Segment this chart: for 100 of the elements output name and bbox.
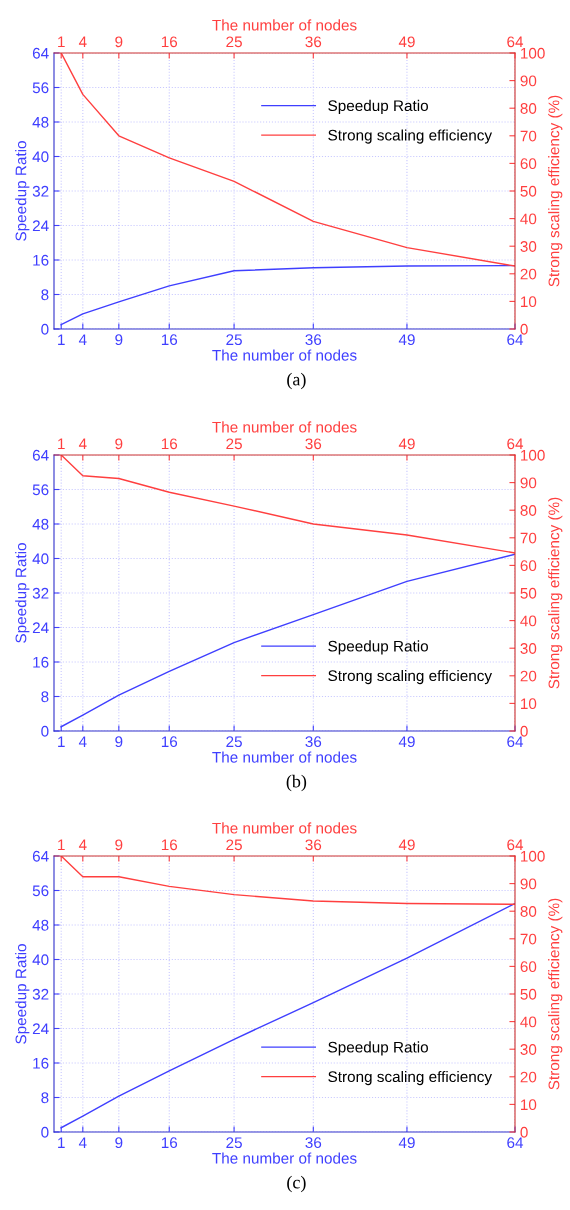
y2-tick-label: 0 xyxy=(520,1126,528,1138)
y2-tick-label: 20 xyxy=(520,670,537,682)
y2-tick-label: 60 xyxy=(520,560,537,572)
y2-tick-label: 100 xyxy=(521,47,545,59)
y2-tick-label: 30 xyxy=(520,241,537,252)
y2-tick-label: 90 xyxy=(520,878,537,890)
y-tick-label: 40 xyxy=(32,553,49,565)
x-tick-label: 16 xyxy=(161,334,178,346)
x2-tick-label: 64 xyxy=(507,839,524,851)
y2-tick-label: 10 xyxy=(521,296,537,308)
legend-label: Strong scaling efficiency xyxy=(328,1070,493,1086)
y-tick-label: 32 xyxy=(32,988,49,1000)
x-tick-label: 16 xyxy=(161,1137,178,1149)
x2-tick-label: 16 xyxy=(161,839,178,851)
x-tick-label: 64 xyxy=(507,736,524,748)
legend-label: Speedup Ratio xyxy=(328,99,428,115)
y-tick-label: 64 xyxy=(32,47,49,59)
y2-tick-label: 90 xyxy=(520,75,537,87)
y2-tick-label: 80 xyxy=(520,103,537,114)
x-tick-label: 25 xyxy=(226,736,242,748)
y-tick-label: 24 xyxy=(32,622,49,634)
y2-tick-label: 20 xyxy=(520,1071,537,1083)
x2-tick-label: 49 xyxy=(398,438,415,450)
y-tick-label: 0 xyxy=(41,1126,49,1138)
y-tick-label: 48 xyxy=(32,919,49,931)
x2-tick-label: 9 xyxy=(115,839,123,851)
x-tick-label: 4 xyxy=(78,736,87,747)
y-tick-label: 64 xyxy=(32,449,49,461)
text: (c) xyxy=(287,1175,306,1193)
y2-tick-label: 40 xyxy=(520,615,537,627)
x-tick-label: 36 xyxy=(305,736,322,748)
y2-tick-label: 80 xyxy=(520,505,537,516)
y-tick-label: 48 xyxy=(32,116,49,128)
x-tick-label: 1 xyxy=(58,334,65,345)
y-tick-label: 8 xyxy=(41,691,49,703)
x2-tick-label: 16 xyxy=(161,36,178,48)
y-tick-label: 56 xyxy=(32,82,49,94)
x-tick-label: 36 xyxy=(305,334,322,346)
x-tick-label: 4 xyxy=(78,1137,87,1148)
x2-tick-label: 1 xyxy=(58,438,65,450)
legend-label: Speedup Ratio xyxy=(328,640,428,655)
y-tick-label: 40 xyxy=(32,151,49,163)
y2-tick-label: 40 xyxy=(520,213,537,225)
y-tick-label: 0 xyxy=(41,725,49,737)
legend-label: Speedup Ratio xyxy=(328,1041,428,1056)
x-tick-label: 4 xyxy=(78,334,87,345)
y2-tick-label: 60 xyxy=(520,158,537,170)
x-tick-label: 25 xyxy=(226,1137,242,1149)
y2-tick-label: 30 xyxy=(520,643,537,654)
x2-tick-label: 49 xyxy=(398,839,415,851)
y2-tick-label: 20 xyxy=(520,268,537,280)
y-tick-label: 8 xyxy=(41,289,49,301)
x-tick-label: 64 xyxy=(507,334,524,346)
x-tick-label: 16 xyxy=(161,736,178,748)
y-tick-label: 24 xyxy=(32,1023,49,1035)
x-tick-label: 49 xyxy=(398,736,415,748)
y-tick-label: 32 xyxy=(32,587,49,599)
legend-label: Strong scaling efficiency xyxy=(328,669,493,685)
y-tick-label: 0 xyxy=(41,323,49,335)
x2-tick-label: 4 xyxy=(78,839,87,851)
y2-tick-label: 70 xyxy=(520,532,537,544)
y-axis-title: Speedup Ratio xyxy=(15,141,30,241)
x-tick-label: 49 xyxy=(398,334,415,346)
y2-tick-label: 50 xyxy=(520,587,537,599)
x2-axis-title: The number of nodes xyxy=(212,19,357,31)
y-tick-label: 64 xyxy=(32,850,49,862)
x2-tick-label: 9 xyxy=(115,36,123,48)
x2-axis-title: The number of nodes xyxy=(212,421,357,433)
x-tick-label: 36 xyxy=(305,1137,322,1149)
y2-tick-label: 40 xyxy=(520,1016,537,1028)
x2-tick-label: 36 xyxy=(305,36,322,48)
x2-tick-label: 64 xyxy=(507,438,524,450)
x-axis-title: The number of nodes xyxy=(212,751,357,763)
x2-tick-label: 1 xyxy=(58,839,65,851)
y-tick-label: 24 xyxy=(32,220,49,232)
y-tick-label: 40 xyxy=(32,954,49,966)
x2-tick-label: 36 xyxy=(305,839,322,851)
y-tick-label: 48 xyxy=(32,518,49,530)
y2-tick-label: 50 xyxy=(520,185,537,197)
x2-tick-label: 4 xyxy=(78,36,87,48)
y-tick-label: 16 xyxy=(33,656,49,668)
x2-tick-label: 36 xyxy=(305,438,322,450)
y2-tick-label: 60 xyxy=(520,961,537,973)
x2-tick-label: 1 xyxy=(58,36,65,48)
x-tick-label: 9 xyxy=(115,1137,123,1149)
y2-tick-label: 70 xyxy=(520,933,537,945)
y2-tick-label: 10 xyxy=(521,698,537,710)
x-tick-label: 49 xyxy=(398,1137,415,1149)
y-tick-label: 16 xyxy=(33,254,49,266)
x-tick-label: 25 xyxy=(226,334,242,346)
x2-tick-label: 25 xyxy=(226,438,242,450)
x-tick-label: 9 xyxy=(115,736,123,748)
x-axis-title: The number of nodes xyxy=(212,349,357,361)
x2-tick-label: 25 xyxy=(226,839,242,851)
x-tick-label: 9 xyxy=(115,334,123,346)
x2-tick-label: 49 xyxy=(398,36,415,48)
legend-label: Strong scaling efficiency xyxy=(328,129,493,144)
y2-axis-title: Strong scaling efficiency (%) xyxy=(548,95,563,287)
y2-tick-label: 80 xyxy=(520,906,537,917)
x-axis-title: The number of nodes xyxy=(212,1152,357,1164)
